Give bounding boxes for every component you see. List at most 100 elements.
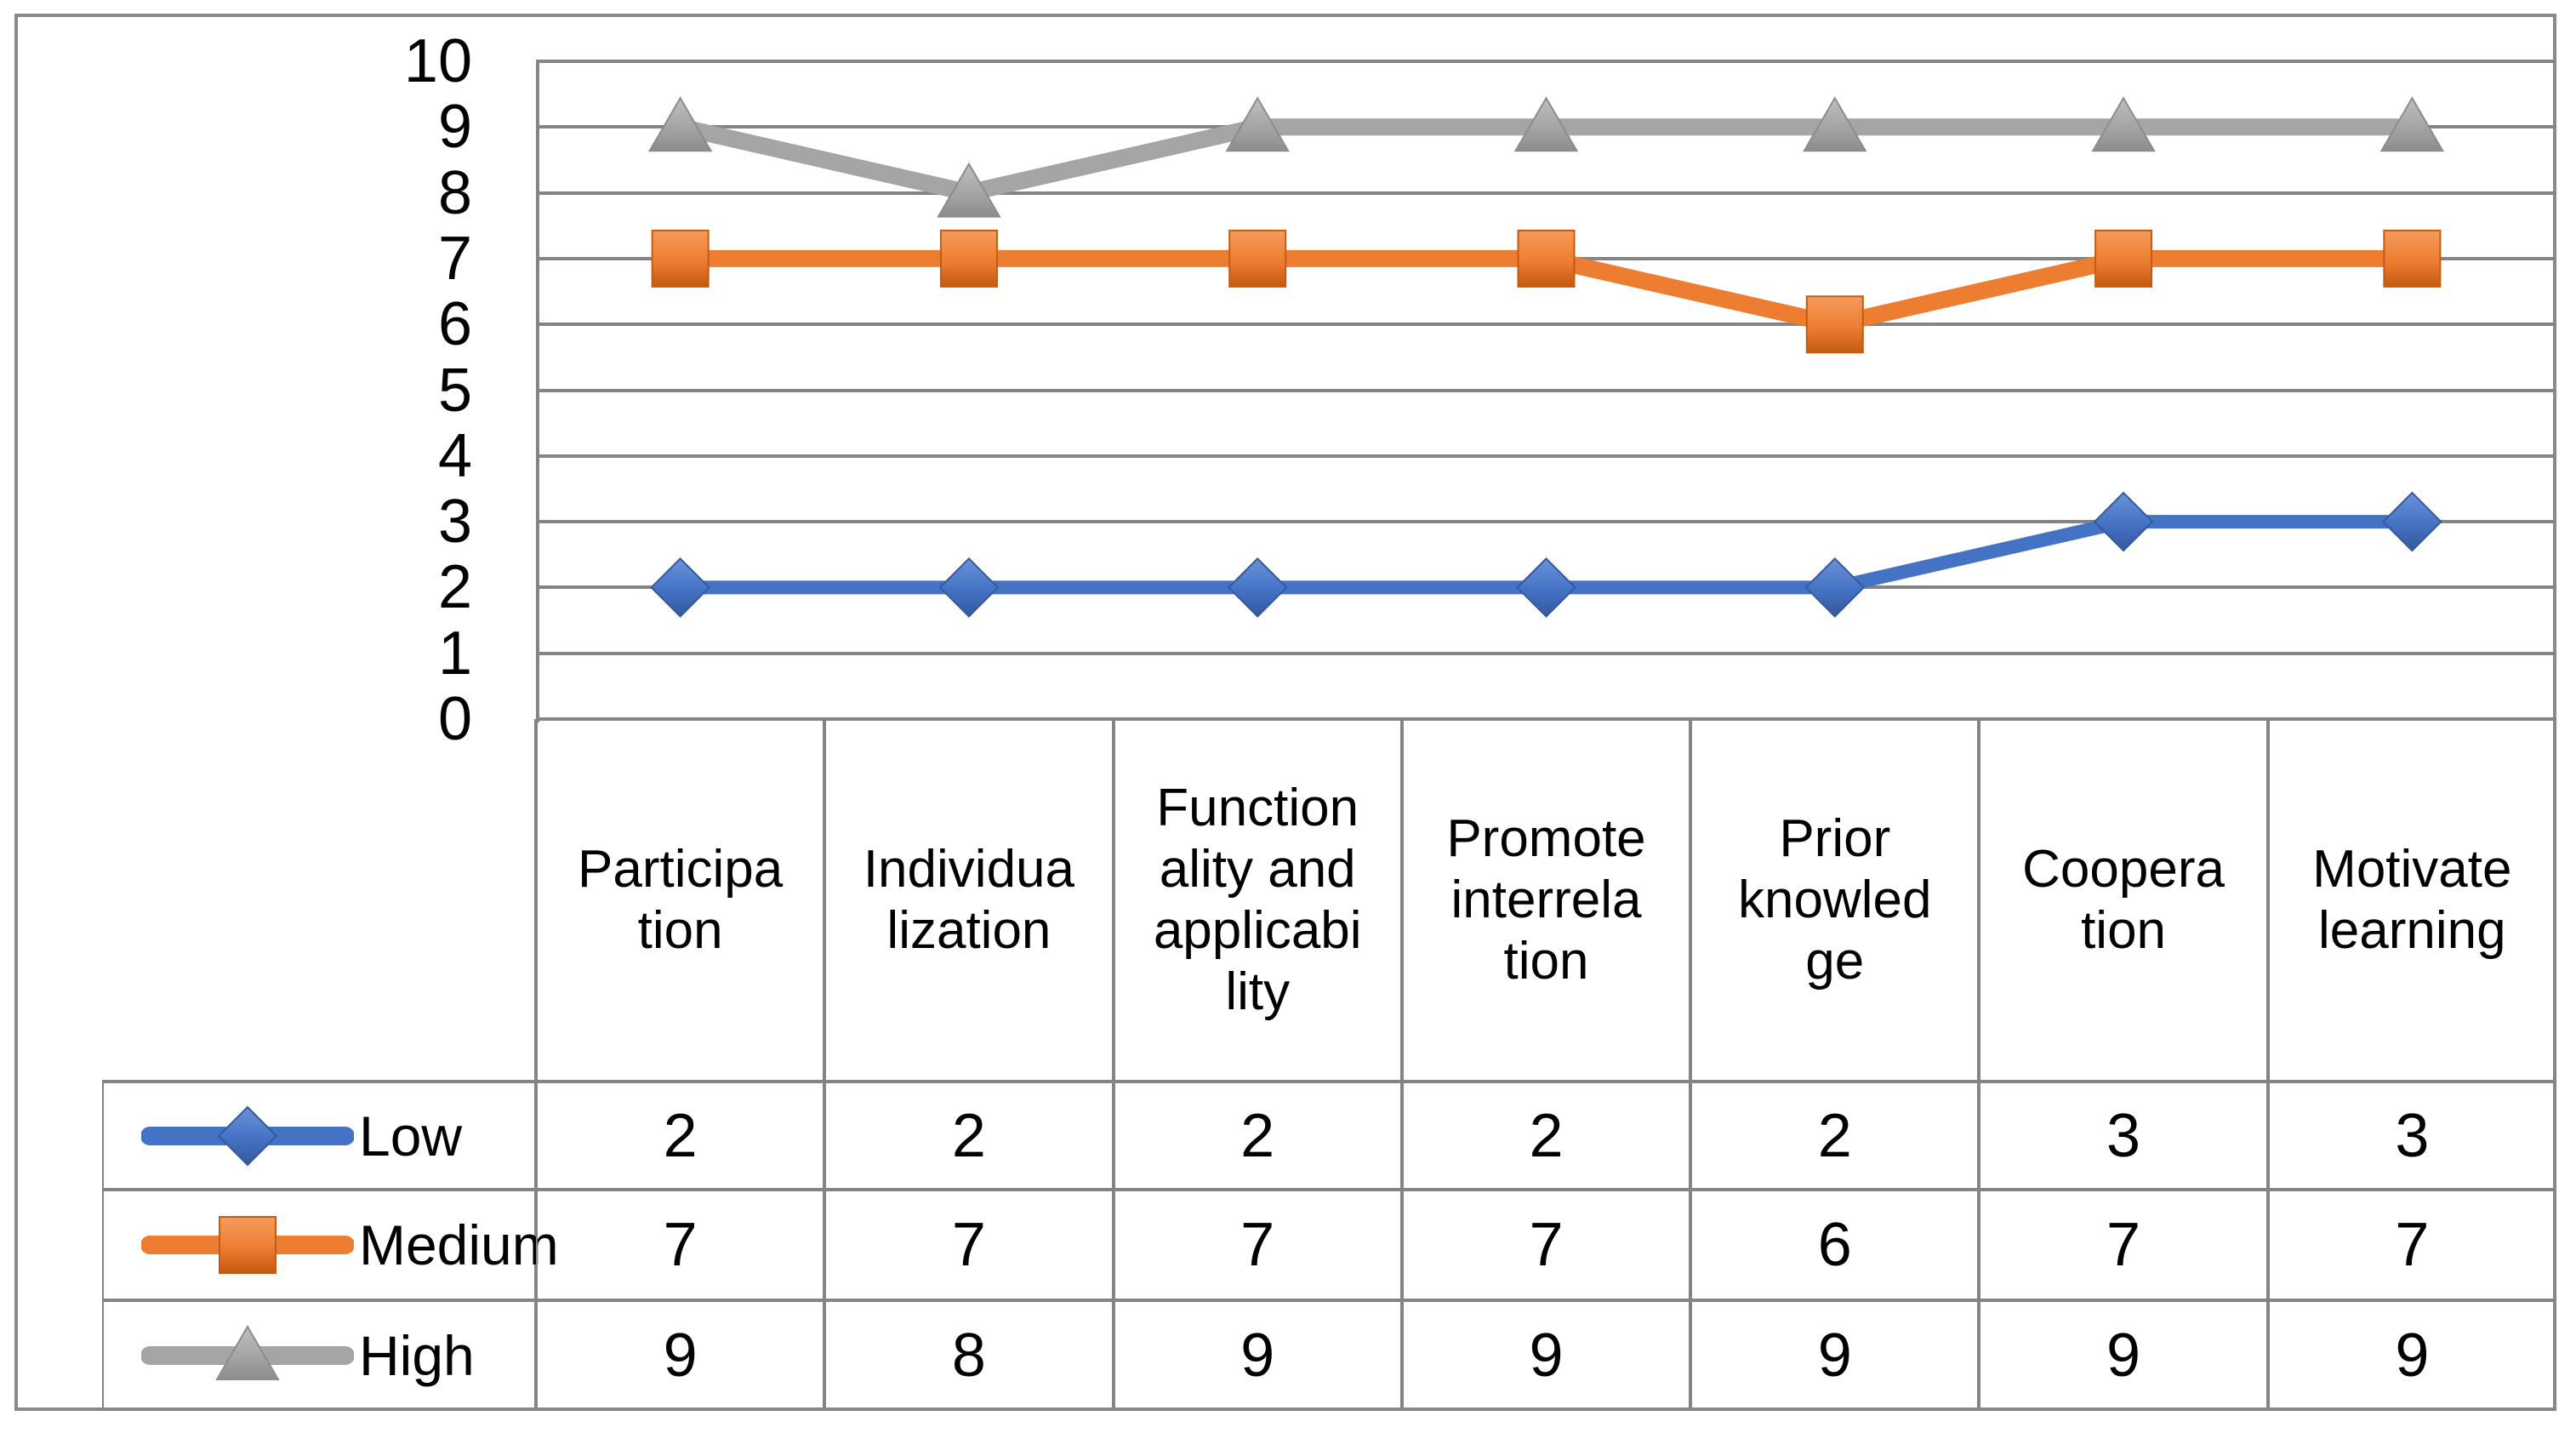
series-name-label: Medium bbox=[359, 1213, 559, 1276]
table-corner-spacer bbox=[102, 719, 536, 1082]
square-marker-icon bbox=[1228, 229, 1287, 288]
y-axis-tick-label: 8 bbox=[437, 158, 472, 227]
table-value-cell: 8 bbox=[824, 1300, 1114, 1411]
legend-key-high bbox=[141, 1325, 354, 1380]
category-header-cell: Participa tion bbox=[536, 719, 825, 1082]
legend-cell: Medium bbox=[102, 1190, 559, 1300]
category-header-cell: Function ality and applicabi lity bbox=[1113, 719, 1402, 1082]
square-marker-icon bbox=[651, 229, 710, 288]
category-label-line: lization bbox=[886, 901, 1051, 960]
y-axis-tick-label: 2 bbox=[437, 553, 472, 622]
y-axis-tick-label: 5 bbox=[437, 356, 472, 425]
triangle-marker-icon bbox=[1225, 96, 1290, 152]
triangle-marker-icon bbox=[2091, 96, 2156, 152]
category-header-cell: Coopera tion bbox=[1979, 719, 2268, 1082]
gridline bbox=[536, 323, 2556, 327]
category-header-cell: Promote interrela tion bbox=[1401, 719, 1691, 1082]
category-label-line: ge bbox=[1805, 932, 1865, 991]
table-value-cell: 7 bbox=[2267, 1190, 2556, 1300]
triangle-marker-icon bbox=[937, 162, 1001, 218]
plot-area bbox=[536, 60, 2556, 721]
y-axis-tick-label: 3 bbox=[437, 488, 472, 557]
series-plot bbox=[647, 96, 2445, 618]
category-label-line: Function bbox=[1156, 779, 1359, 837]
y-axis-tick-label: 0 bbox=[437, 685, 472, 753]
category-label-line: Prior bbox=[1779, 809, 1891, 868]
diamond-marker-icon bbox=[1516, 557, 1576, 618]
legend-key-medium bbox=[141, 1216, 354, 1274]
table-value-cell: 3 bbox=[1979, 1082, 2268, 1190]
category-label-line: interrela bbox=[1450, 871, 1642, 929]
category-label-line: lity bbox=[1225, 962, 1291, 1021]
table-value-cell: 7 bbox=[536, 1190, 825, 1300]
triangle-marker-icon bbox=[1513, 96, 1579, 152]
table-value-cell: 9 bbox=[2267, 1300, 2556, 1411]
table-value-cell: 7 bbox=[1113, 1190, 1402, 1300]
y-axis-tick-label: 9 bbox=[437, 93, 472, 162]
gridline bbox=[536, 191, 2556, 195]
category-header-cell: Individua lization bbox=[824, 719, 1114, 1082]
category-header-cell: Prior knowled ge bbox=[1690, 719, 1980, 1082]
y-axis-tick-label: 6 bbox=[437, 290, 472, 359]
category-label-line: Participa bbox=[578, 840, 784, 899]
category-label-line: tion bbox=[1503, 932, 1589, 991]
category-label-line: tion bbox=[2081, 901, 2167, 960]
category-label-line: ality and bbox=[1159, 840, 1356, 899]
triangle-marker-icon bbox=[1803, 96, 1867, 152]
square-marker-icon bbox=[2383, 229, 2442, 288]
gridline bbox=[536, 520, 2556, 524]
gridline bbox=[536, 454, 2556, 458]
category-label-line: Coopera bbox=[2022, 840, 2225, 899]
category-label-line: knowled bbox=[1738, 871, 1932, 929]
gridline bbox=[536, 388, 2556, 392]
table-value-cell: 6 bbox=[1690, 1190, 1980, 1300]
square-marker-icon bbox=[1805, 295, 1864, 354]
diamond-marker-icon bbox=[2093, 491, 2154, 552]
category-label-line: learning bbox=[2318, 901, 2506, 960]
y-axis-line bbox=[536, 61, 539, 722]
gridline bbox=[536, 651, 2556, 655]
square-marker-icon bbox=[939, 229, 998, 288]
square-marker-icon bbox=[2094, 229, 2153, 288]
diamond-marker-icon bbox=[938, 557, 1000, 618]
table-value-cell: 9 bbox=[1979, 1300, 2268, 1411]
table-value-cell: 3 bbox=[2267, 1082, 2556, 1190]
table-value-cell: 9 bbox=[1401, 1300, 1691, 1411]
triangle-marker-icon bbox=[2379, 96, 2445, 152]
series-name-label: Low bbox=[359, 1104, 463, 1168]
diamond-marker-icon bbox=[650, 557, 711, 618]
table-value-cell: 7 bbox=[1401, 1190, 1691, 1300]
table-value-cell: 2 bbox=[536, 1082, 825, 1190]
square-marker-icon bbox=[1517, 229, 1576, 288]
triangle-icon bbox=[215, 1325, 280, 1380]
series-name-label: High bbox=[359, 1324, 475, 1387]
table-value-cell: 2 bbox=[1690, 1082, 1980, 1190]
legend-cell: High bbox=[102, 1300, 536, 1411]
diamond-marker-icon bbox=[1227, 557, 1288, 618]
diamond-icon bbox=[217, 1105, 278, 1166]
gridline bbox=[536, 60, 2556, 63]
diamond-marker-icon bbox=[1804, 557, 1866, 618]
table-value-cell: 2 bbox=[824, 1082, 1114, 1190]
legend-cell: Low bbox=[102, 1082, 536, 1190]
table-value-cell: 9 bbox=[536, 1300, 825, 1411]
y-axis-tick-label: 7 bbox=[437, 224, 472, 293]
table-value-cell: 2 bbox=[1401, 1082, 1691, 1190]
square-icon bbox=[219, 1216, 276, 1274]
y-axis-tick-label: 1 bbox=[437, 619, 472, 688]
data-table: Participa tion Individua lization Function al… bbox=[102, 719, 2556, 1411]
table-value-cell: 9 bbox=[1113, 1300, 1402, 1411]
category-label-line: Promote bbox=[1446, 809, 1646, 868]
table-value-cell: 2 bbox=[1113, 1082, 1402, 1190]
triangle-marker-icon bbox=[647, 96, 713, 152]
table-value-cell: 7 bbox=[824, 1190, 1114, 1300]
category-label-line: applicabi bbox=[1153, 901, 1362, 960]
category-label-line: Individua bbox=[863, 840, 1075, 899]
category-label-line: Motivate bbox=[2312, 840, 2512, 899]
y-axis-tick-label: 4 bbox=[437, 421, 472, 490]
table-value-cell: 7 bbox=[1979, 1190, 2268, 1300]
y-axis-tick-label: 10 bbox=[403, 27, 472, 95]
category-header-cell: Motivate learning bbox=[2267, 719, 2556, 1082]
category-label-line: tion bbox=[637, 901, 723, 960]
